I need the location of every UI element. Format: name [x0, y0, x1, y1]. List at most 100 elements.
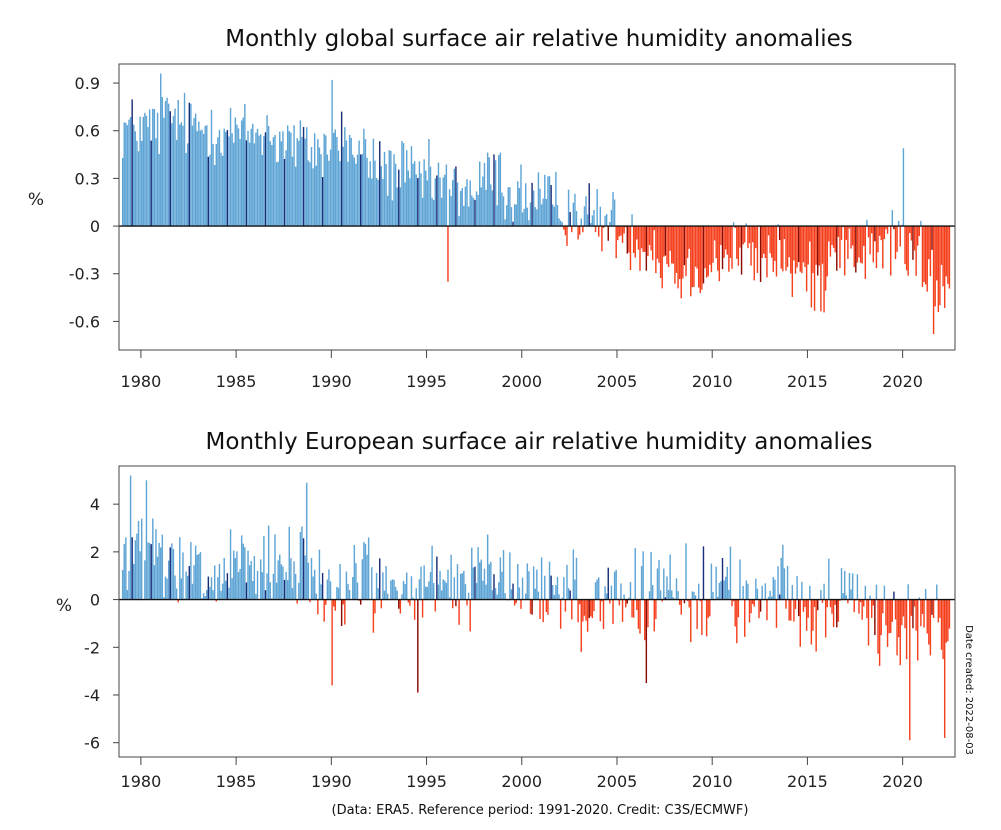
global-bar-2005-10	[631, 214, 633, 227]
global-bar-1991-06	[358, 140, 360, 227]
global-bar-1990-08	[342, 146, 344, 227]
europe-bar-1990-01	[331, 599, 333, 686]
global-bar-1993-02	[390, 150, 392, 227]
europe-bar-1995-04	[431, 545, 433, 600]
global-bar-1980-07	[150, 140, 152, 227]
europe-bar-1991-05	[356, 582, 359, 600]
europe-bar-2000-05	[528, 571, 530, 600]
global-bar-1984-08	[228, 136, 230, 227]
europe-bar-1993-02	[390, 580, 392, 600]
global-bar-1990-04	[336, 136, 338, 227]
global-bar-2019-07	[893, 226, 895, 230]
global-bar-2021-05	[928, 226, 930, 260]
global-chart-title: Monthly global surface air relative humi…	[225, 26, 853, 52]
europe-bar-1985-07	[245, 582, 248, 600]
europe-bar-2008-03	[677, 591, 679, 600]
europe-bar-1993-10	[402, 580, 405, 600]
global-bar-2015-08	[818, 226, 821, 266]
europe-bar-2001-08	[552, 585, 554, 600]
europe-y-tick-label: 4	[90, 495, 100, 514]
global-bar-1981-06	[167, 103, 170, 227]
global-bar-2006-08	[647, 226, 649, 256]
global-bar-2016-03	[829, 226, 832, 257]
europe-bar-2021-06	[929, 599, 932, 656]
europe-bar-2007-09	[667, 589, 670, 600]
global-bar-2014-12	[805, 226, 808, 292]
global-bar-1983-07	[207, 156, 210, 227]
global-bar-2016-10	[840, 226, 843, 240]
global-bar-1990-10	[345, 140, 348, 227]
europe-bar-1992-12	[386, 593, 389, 600]
europe-bar-2000-09	[534, 588, 536, 600]
global-bar-2015-10	[821, 226, 824, 264]
global-bar-1999-04	[507, 187, 509, 227]
europe-bar-1988-05	[299, 531, 302, 600]
global-bar-1982-08	[190, 103, 192, 227]
global-bar-2010-06	[720, 226, 722, 246]
global-bar-1981-10	[174, 108, 176, 227]
europe-bar-2011-05	[737, 599, 740, 618]
europe-bar-1993-06	[396, 590, 398, 600]
global-bar-2002-12	[577, 226, 579, 240]
global-bar-2000-10	[536, 209, 538, 227]
europe-bar-2004-05	[604, 586, 606, 600]
europe-x-tick-label: 1995	[406, 772, 447, 791]
europe-bar-1985-04	[240, 535, 243, 600]
global-bar-1979-04	[126, 125, 129, 227]
global-bar-2002-07	[569, 212, 571, 227]
europe-y-tick-label: 0	[90, 591, 100, 610]
europe-bar-1991-07	[359, 599, 362, 605]
global-bar-1990-06	[339, 161, 341, 227]
global-bar-2012-02	[751, 226, 754, 243]
global-y-axis-label: %	[28, 190, 44, 210]
europe-bar-1994-09	[420, 566, 422, 600]
global-bar-1990-05	[337, 150, 340, 227]
europe-bar-2002-08	[571, 599, 573, 620]
europe-bar-1997-09	[477, 547, 479, 600]
global-bar-1982-02	[180, 122, 183, 227]
europe-bar-2003-12	[596, 579, 598, 600]
global-bar-1983-03	[201, 129, 203, 227]
europe-bar-2001-09	[553, 595, 556, 600]
global-bar-2020-04	[907, 226, 909, 276]
europe-bar-2016-10	[840, 567, 843, 600]
global-bar-2016-01	[826, 226, 828, 277]
global-humidity-panel: Monthly global surface air relative humi…	[28, 26, 956, 391]
europe-bar-2010-01	[712, 592, 714, 600]
global-bar-2000-05	[528, 220, 530, 227]
europe-bar-1984-01	[217, 577, 219, 600]
global-bar-2014-11	[804, 226, 806, 267]
global-bar-2021-02	[923, 226, 925, 283]
europe-humidity-panel: Monthly European surface air relative hu…	[56, 429, 956, 791]
europe-bar-2012-07	[759, 599, 762, 612]
europe-bar-1981-04	[164, 576, 167, 600]
global-bar-2015-04	[812, 226, 814, 274]
europe-x-tick-label: 1985	[216, 772, 257, 791]
global-bar-1992-06	[377, 179, 379, 227]
europe-bar-2011-08	[742, 586, 744, 600]
global-bar-2007-08	[666, 226, 668, 265]
global-bar-1995-07	[436, 175, 438, 227]
europe-bar-2010-06	[720, 581, 722, 600]
global-bar-1987-10	[288, 131, 290, 227]
global-bar-2014-01	[788, 226, 790, 258]
global-bar-1996-02	[447, 226, 449, 282]
global-bar-2004-01	[598, 226, 600, 237]
europe-bar-2011-06	[739, 559, 741, 600]
europe-bar-2003-03	[582, 599, 584, 622]
europe-bar-2013-09	[782, 544, 784, 600]
europe-bar-2021-04	[926, 599, 928, 634]
global-bar-1996-10	[459, 191, 462, 227]
global-bar-1979-09	[134, 131, 137, 227]
europe-bar-1995-03	[429, 571, 432, 600]
europe-bar-2016-01	[826, 599, 828, 608]
europe-bar-2002-02	[561, 597, 563, 600]
europe-bar-2005-06	[625, 599, 627, 608]
europe-bar-2013-10	[783, 568, 786, 600]
europe-bar-2016-05	[832, 599, 835, 628]
global-bar-1991-07	[359, 154, 362, 227]
europe-bar-2007-01	[655, 599, 657, 620]
europe-bar-2007-02	[656, 568, 659, 600]
europe-bar-1999-07	[512, 583, 514, 600]
global-bar-2002-09	[572, 202, 575, 227]
